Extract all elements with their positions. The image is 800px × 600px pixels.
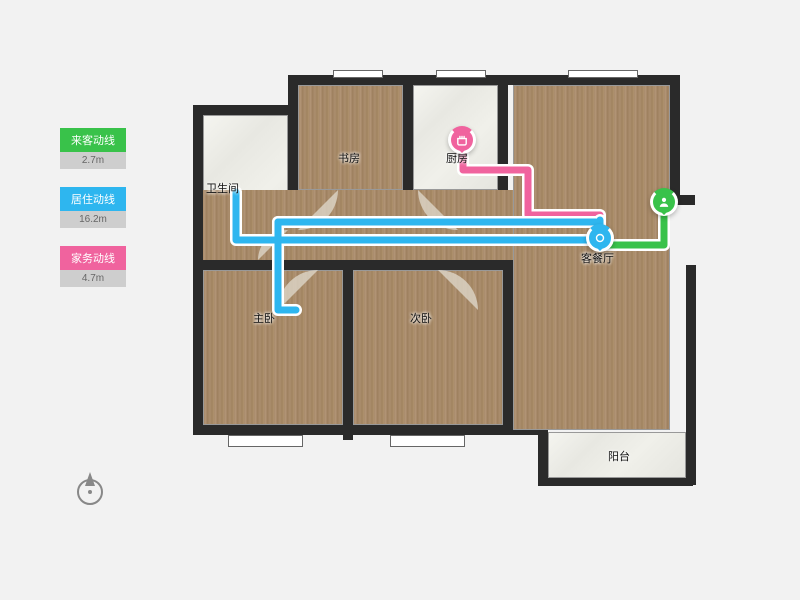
legend-value: 4.7m xyxy=(60,270,126,287)
legend-label: 家务动线 xyxy=(60,246,126,270)
legend-value: 2.7m xyxy=(60,152,126,169)
kitchen-pin-icon xyxy=(448,126,476,154)
room-label-study: 书房 xyxy=(338,150,360,166)
legend-value: 16.2m xyxy=(60,211,126,228)
floor-plan: 书房 厨房 卫生间 客餐厅 主卧 次卧 阳台 xyxy=(178,70,698,495)
living-pin-icon xyxy=(586,224,614,252)
legend-item-chore: 家务动线 4.7m xyxy=(60,246,126,287)
compass-icon xyxy=(70,468,110,508)
room-label-second: 次卧 xyxy=(410,310,432,326)
guest-pin-icon xyxy=(650,188,678,216)
path-lines xyxy=(178,70,698,495)
room-label-master: 主卧 xyxy=(253,310,275,326)
legend-panel: 来客动线 2.7m 居住动线 16.2m 家务动线 4.7m xyxy=(60,128,126,305)
legend-item-guest: 来客动线 2.7m xyxy=(60,128,126,169)
legend-item-living: 居住动线 16.2m xyxy=(60,187,126,228)
legend-label: 居住动线 xyxy=(60,187,126,211)
legend-label: 来客动线 xyxy=(60,128,126,152)
room-label-bath: 卫生间 xyxy=(206,180,239,196)
room-label-balcony: 阳台 xyxy=(608,448,630,464)
